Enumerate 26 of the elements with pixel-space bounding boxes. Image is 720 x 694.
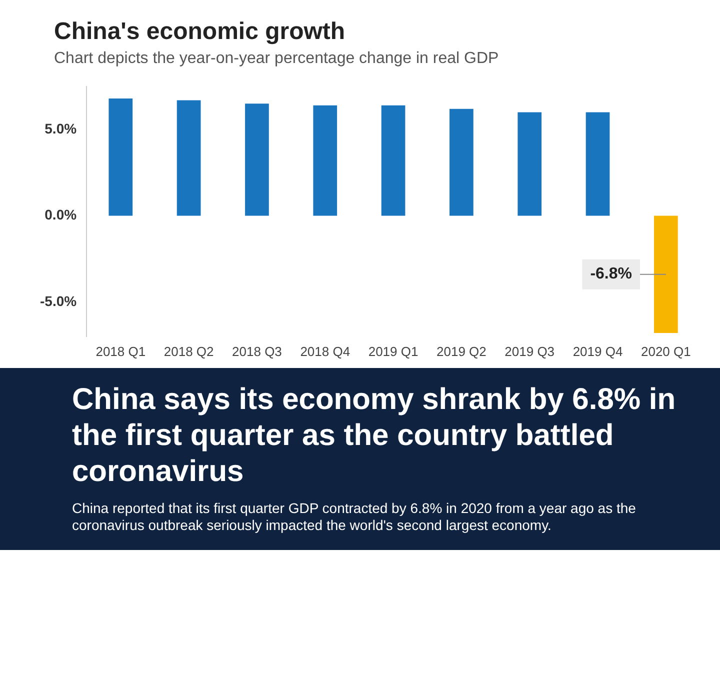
- x-tick-label: 2019 Q4: [572, 344, 623, 359]
- x-tick-label: 2020 Q1: [640, 344, 691, 359]
- x-tick-label: 2018 Q3: [232, 344, 282, 359]
- x-tick-label: 2018 Q2: [164, 344, 214, 359]
- bar: [654, 216, 678, 333]
- chart-title: China's economic growth: [54, 18, 346, 46]
- text: China says its economy shrank by 6.8% in the first quarter as the country battled coronavirus: [72, 382, 677, 490]
- x-tick-label: 2019 Q2: [436, 344, 486, 359]
- bar: [518, 112, 542, 216]
- chart-subtitle: Chart depicts the year-on-year percentage change in real GDP: [54, 50, 500, 68]
- x-tick-label: 2018 Q1: [96, 344, 146, 359]
- data-label: -6.8%: [590, 266, 632, 283]
- bar: [450, 108, 474, 216]
- y-tick-label: 5.0%: [44, 120, 78, 136]
- x-tick-label: 2019 Q1: [368, 344, 418, 359]
- bar: [176, 100, 201, 216]
- x-tick-label: 2019 Q3: [504, 344, 555, 359]
- text: China reported that its first quarter GDP contracted by 6.8% in 2020 from a year ago as the coronavirus outbreak seriously impacted the world's second largest economy.: [72, 500, 637, 534]
- x-tick-label: 2018 Q4: [300, 344, 350, 359]
- bar: [108, 98, 133, 216]
- bar: [313, 105, 338, 216]
- bar: [245, 104, 269, 216]
- bar: [586, 112, 610, 216]
- y-tick-label: -5.0%: [40, 292, 78, 309]
- bar: [381, 105, 406, 216]
- y-tick-label: 0.0%: [44, 206, 78, 223]
